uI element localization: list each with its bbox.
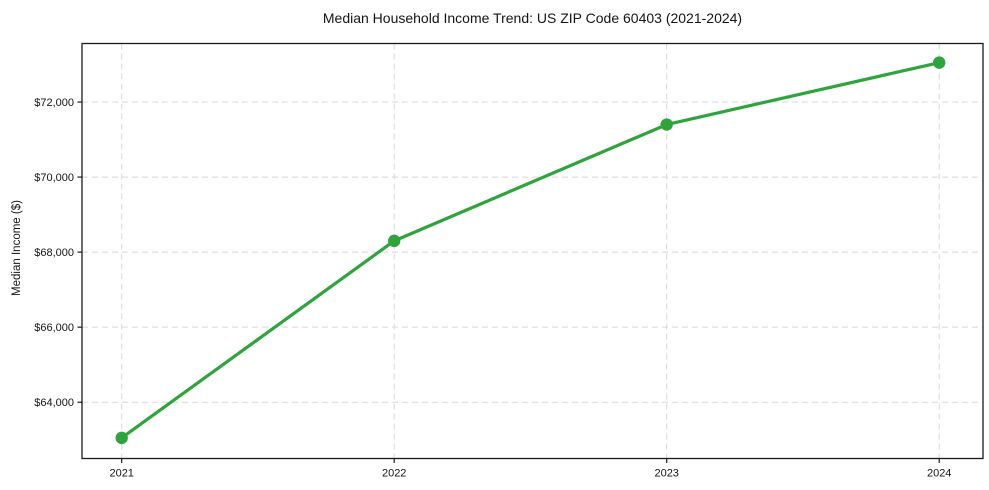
data-point (660, 118, 673, 131)
x-tick-label: 2021 (109, 468, 133, 480)
data-point (388, 234, 401, 248)
x-tick-label: 2024 (927, 468, 951, 480)
y-tick-label: $70,000 (34, 172, 74, 184)
x-tick-label: 2022 (382, 468, 406, 480)
data-point (115, 431, 128, 445)
y-tick-label: $68,000 (34, 247, 74, 259)
data-point (933, 56, 946, 69)
y-tick-label: $64,000 (34, 397, 74, 409)
plot-border (81, 42, 984, 460)
chart-title: Median Household Income Trend: US ZIP Co… (322, 10, 743, 26)
income-trend-line (120, 61, 941, 440)
y-tick-label: $72,000 (34, 97, 74, 109)
y-tick-label: $66,000 (34, 322, 74, 334)
x-tick-label: 2023 (654, 468, 678, 480)
